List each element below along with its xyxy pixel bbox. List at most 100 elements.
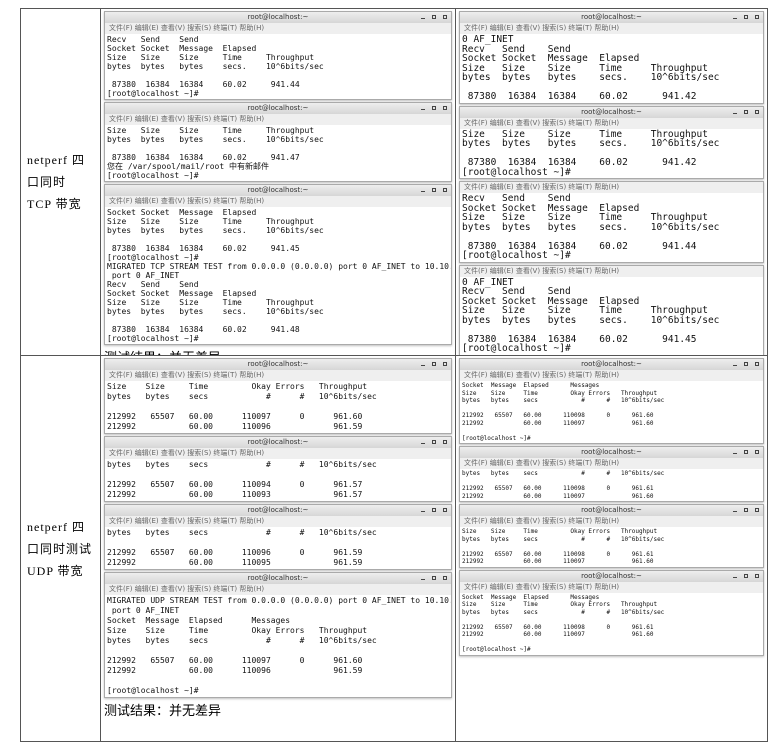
terminal-line: 87380 16384 16384 60.02 941.42 (462, 91, 697, 102)
window-control (755, 109, 759, 114)
terminal-line: Recv Send Send (107, 35, 199, 44)
terminal-body: Size Size Size Time Throughput bytes byte… (105, 125, 451, 181)
terminal-line: port 0 AF_INET (107, 606, 180, 615)
terminal-line: Size Size Size Time Throughput (107, 298, 315, 307)
row-label: netperf 四口同时测试 UDP 带宽 (21, 356, 101, 741)
window-control (432, 362, 436, 366)
terminal-line: Socket Socket Message Elapsed (462, 295, 640, 307)
menu-bar: 文件(F) 编辑(E) 查看(V) 搜索(S) 终端(T) 帮助(H) (460, 581, 763, 593)
terminal-body: MIGRATED UDP STREAM TEST from 0.0.0.0 (0… (105, 595, 451, 697)
terminal-line: bytes bytes secs # # 10^6bits/sec (462, 397, 665, 404)
terminal-line (107, 144, 449, 153)
terminal-window: root@localhost:~ 文件(F) 编辑(E) 查看(V) 搜索(S) … (459, 11, 764, 104)
window-title: root@localhost:~ (247, 438, 309, 446)
terminal-line: Socket Socket Message Elapsed (462, 202, 640, 214)
window-controls (421, 508, 447, 512)
window-control (421, 15, 425, 19)
terminal-body: 0 AF_INET Recv Send Send Socket Socket Mes… (460, 277, 763, 355)
terminal-line: 87380 16384 16384 60.02 941.45 (107, 244, 300, 253)
terminal-line: Size Size Time Okay Errors Throughput (462, 601, 658, 608)
terminal-line: bytes bytes bytes secs. 10^6bits/sec (462, 221, 720, 233)
terminal-line: bytes bytes secs # # 10^6bits/sec (107, 392, 377, 401)
terminal-line: Socket Message Elapsed Messages (462, 593, 600, 601)
window-control (755, 573, 759, 578)
terminal-line: [root@localhost ~]# (462, 343, 577, 354)
terminal-line: Size Size Size Time Throughput (107, 126, 315, 135)
document-table: netperf 四口同时 TCP 带宽 root@localhost:~ 文件(F)… (20, 8, 768, 742)
terminal-line (107, 676, 449, 686)
terminal-body: Recv Send Send Socket Socket Message Elap… (460, 193, 763, 262)
terminal-body: Socket Message Elapsed Messages Size Size… (460, 381, 763, 443)
window-control (733, 362, 737, 366)
window-title: root@localhost:~ (247, 360, 309, 368)
menu-bar: 文件(F) 编辑(E) 查看(V) 搜索(S) 终端(T) 帮助(H) (460, 516, 763, 527)
window-control (432, 508, 436, 512)
terminal-line (107, 402, 449, 412)
terminal-line (462, 639, 761, 647)
window-controls (421, 362, 447, 366)
title-bar: root@localhost:~ (460, 12, 763, 23)
window-control (755, 362, 759, 366)
window-title: root@localhost:~ (581, 360, 642, 368)
terminal-line: Recv Send Send (462, 286, 571, 297)
window-title: root@localhost:~ (247, 574, 309, 582)
terminal-line: bytes bytes secs # # 10^6bits/sec (462, 470, 665, 477)
window-title: root@localhost:~ (247, 104, 309, 112)
menu-bar: 文件(F) 编辑(E) 查看(V) 搜索(S) 终端(T) 帮助(H) (460, 182, 763, 193)
window-control (432, 15, 436, 19)
terminal-line: [root@localhost ~]# (107, 686, 204, 695)
terminal-line: [root@localhost ~]# (107, 89, 204, 98)
title-bar: root@localhost:~ (460, 505, 763, 516)
terminal-line (107, 316, 449, 325)
terminal-line: Size Size Size Time Throughput (462, 212, 708, 223)
window-controls (421, 106, 447, 110)
terminal-window: root@localhost:~ 文件(F) 编辑(E) 查看(V) 搜索(S) … (104, 504, 452, 570)
terminal-line: bytes bytes bytes secs. 10^6bits/sec (107, 135, 324, 144)
terminal-line: 212992 65507 60.00 110097 0 961.60 (107, 412, 363, 421)
window-control (421, 576, 425, 580)
terminal-body: Size Size Time Okay Errors Throughput byt… (460, 527, 763, 567)
terminal-window: root@localhost:~ 文件(F) 编辑(E) 查看(V) 搜索(S) … (459, 504, 764, 568)
terminal-line: 212992 60.00 110097 961.60 (462, 558, 654, 565)
window-title: root@localhost:~ (247, 186, 309, 194)
terminal-window: root@localhost:~ 文件(F) 编辑(E) 查看(V) 搜索(S) … (104, 102, 452, 182)
window-controls (421, 576, 447, 580)
terminal-line: 212992 60.00 110097 961.60 (462, 631, 654, 638)
terminal-line (462, 478, 761, 486)
terminal-line: 212992 60.00 110095 961.59 (107, 558, 363, 567)
terminal-window: root@localhost:~ 文件(F) 编辑(E) 查看(V) 搜索(S) … (104, 572, 452, 698)
terminal-line (107, 646, 449, 656)
terminal-line: Size Size Size Time Throughput (462, 305, 708, 316)
terminal-line: bytes bytes secs # # 10^6bits/sec (462, 535, 665, 543)
window-control (421, 508, 425, 512)
title-bar: root@localhost:~ (105, 103, 451, 114)
terminal-line: Size Size Time Okay Errors Throughput (107, 626, 368, 635)
terminal-window: root@localhost:~ 文件(F) 编辑(E) 查看(V) 搜索(S) … (459, 446, 764, 502)
terminal-body: Recv Send Send Socket Socket Message Elap… (105, 34, 451, 99)
terminal-line: 87380 16384 16384 60.02 941.44 (462, 240, 697, 252)
window-controls (733, 573, 759, 578)
terminal-line: 您在 /var/spool/mail/root 中有新邮件 (107, 162, 269, 171)
terminal-window: root@localhost:~ 文件(F) 编辑(E) 查看(V) 搜索(S) … (459, 105, 764, 179)
terminal-line: 212992 65507 60.00 110097 0 961.60 (107, 656, 363, 665)
terminal-line: bytes bytes secs # # 10^6bits/sec (107, 636, 377, 645)
menu-bar: 文件(F) 编辑(E) 查看(V) 搜索(S) 终端(T) 帮助(H) (105, 448, 451, 459)
title-bar: root@localhost:~ (105, 359, 451, 370)
screenshot-cell: root@localhost:~ 文件(F) 编辑(E) 查看(V) 搜索(S) … (101, 9, 456, 355)
terminal-line: bytes bytes secs # # 10^6bits/sec (107, 528, 377, 537)
window-control (744, 15, 748, 19)
window-controls (421, 15, 447, 19)
screenshot-cell: root@localhost:~ 文件(F) 编辑(E) 查看(V) 搜索(S) … (456, 9, 767, 355)
terminal-line: 212992 65507 60.00 110098 0 961.60 (462, 412, 654, 419)
terminal-line: 212992 60.00 110096 961.59 (107, 666, 363, 675)
terminal-line: [root@localhost ~]# (462, 646, 535, 653)
window-control (733, 450, 737, 454)
title-bar: root@localhost:~ (460, 447, 763, 458)
title-bar: root@localhost:~ (460, 570, 763, 582)
terminal-window: 文件(F) 编辑(E) 查看(V) 搜索(S) 终端(T) 帮助(H) 0 AF_… (459, 264, 764, 355)
window-control (421, 362, 425, 366)
terminal-line: [root@localhost ~]# (107, 171, 204, 180)
window-title: root@localhost:~ (581, 571, 642, 580)
window-control (432, 440, 436, 444)
